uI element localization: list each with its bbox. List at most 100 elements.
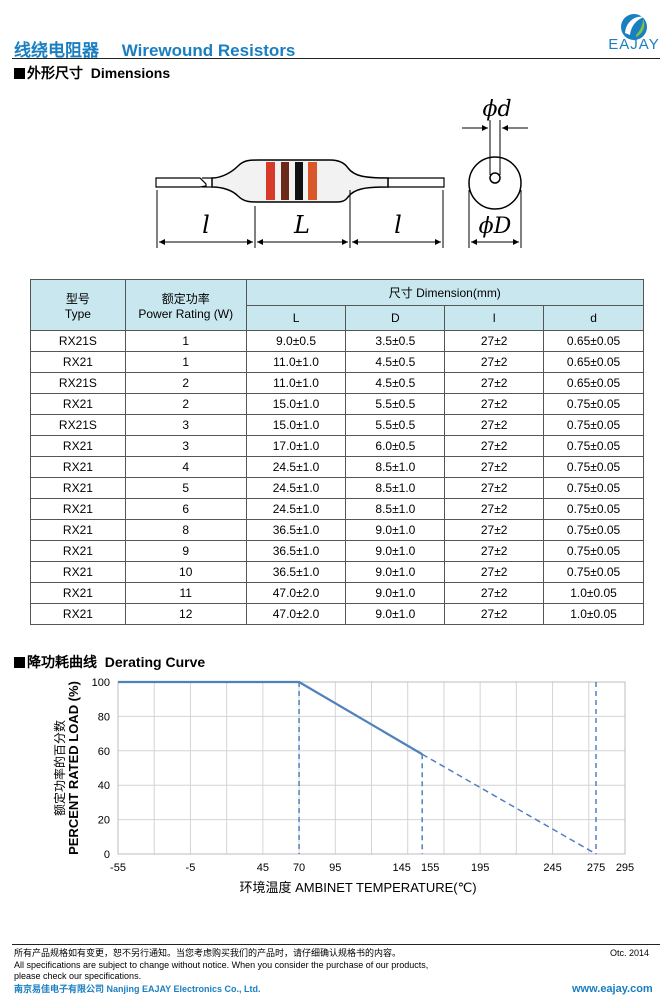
table-cell: 12 (124, 603, 247, 625)
x-tick-label: 95 (329, 862, 341, 874)
footer-divider (12, 944, 660, 945)
y-tick-label: 80 (98, 711, 110, 723)
table-row: RX21 12 47.0±2.0 9.0±1.0 27±2 1.0±0.05 (30, 603, 644, 625)
table-row: RX21 2 15.0±1.0 5.5±0.5 27±2 0.75±0.05 (30, 393, 644, 415)
table-cell: RX21 (30, 603, 126, 625)
table-row: RX21S 2 11.0±1.0 4.5±0.5 27±2 0.65±0.05 (30, 372, 644, 394)
table-row: RX21 4 24.5±1.0 8.5±1.0 27±2 0.75±0.05 (30, 456, 644, 478)
col-header-L: L (245, 305, 347, 331)
square-bullet-icon (14, 68, 25, 79)
table-cell: RX21 (30, 561, 126, 583)
y-tick-label: 100 (92, 677, 110, 689)
color-band (281, 162, 289, 200)
table-cell: 36.5±1.0 (245, 519, 347, 541)
y-tick-label: 40 (98, 780, 110, 792)
table-cell: 1.0±0.05 (543, 603, 644, 625)
col-header-power: 额定功率 Power Rating (W) (124, 279, 247, 331)
chart-y-ticks: 0 20 40 60 80 100 (92, 677, 110, 861)
y-axis-title: 额定功率的百分数 PERCENT RATED LOAD (%) (52, 681, 81, 855)
table-cell: 1.0±0.05 (543, 582, 644, 604)
table-cell: 11.0±1.0 (245, 351, 347, 373)
y-axis-title-unit: (%) (66, 681, 81, 701)
table-cell: 8.5±1.0 (345, 498, 446, 520)
table-cell: 8.5±1.0 (345, 456, 446, 478)
table-row: RX21 11 47.0±2.0 9.0±1.0 27±2 1.0±0.05 (30, 582, 644, 604)
table-cell: 0.75±0.05 (543, 477, 644, 499)
table-cell: 0.75±0.05 (543, 561, 644, 583)
table-cell: 0.75±0.05 (543, 414, 644, 436)
table-cell: 0.65±0.05 (543, 372, 644, 394)
table-cell: 11 (124, 582, 247, 604)
table-cell: 2 (124, 372, 247, 394)
page-title: 线绕电阻器 Wirewound Resistors (14, 36, 295, 61)
table-cell: 3.5±0.5 (345, 330, 446, 352)
table-cell: 9.0±1.0 (345, 561, 446, 583)
table-cell: 0.65±0.05 (543, 330, 644, 352)
table-cell: 47.0±2.0 (245, 603, 347, 625)
series-line-solid (118, 680, 423, 756)
x-tick-label: 70 (293, 862, 305, 874)
derating-heading-cn: 降功耗曲线 (27, 654, 97, 670)
table-cell: 36.5±1.0 (245, 561, 347, 583)
table-cell: 0.75±0.05 (543, 393, 644, 415)
plot-frame (117, 681, 626, 855)
table-cell: 27±2 (444, 372, 545, 394)
table-row: RX21 1 11.0±1.0 4.5±0.5 27±2 0.65±0.05 (30, 351, 644, 373)
spec-table-body: RX21S 1 9.0±0.5 3.5±0.5 27±2 0.65±0.05 RX21 1 11… (30, 330, 644, 625)
table-cell: 0.75±0.05 (543, 435, 644, 457)
table-cell: RX21 (30, 540, 126, 562)
table-cell: RX21 (30, 351, 126, 373)
table-cell: 8 (124, 519, 247, 541)
y-tick-label: 20 (98, 815, 110, 827)
table-row: RX21S 1 9.0±0.5 3.5±0.5 27±2 0.65±0.05 (30, 330, 644, 352)
table-cell: 0.75±0.05 (543, 456, 644, 478)
table-row: RX21 5 24.5±1.0 8.5±1.0 27±2 0.75±0.05 (30, 477, 644, 499)
table-cell: 4.5±0.5 (345, 351, 446, 373)
table-cell: RX21 (30, 498, 126, 520)
table-cell: 27±2 (444, 582, 545, 604)
table-cell: 24.5±1.0 (245, 477, 347, 499)
color-band (308, 162, 317, 200)
dim-label-l-right: l (394, 211, 402, 239)
square-bullet-icon (14, 657, 25, 668)
table-cell: 27±2 (444, 351, 545, 373)
dim-label-L: L (293, 211, 310, 239)
col-header-type-en: Type (64, 306, 91, 321)
x-tick-label: 295 (616, 862, 634, 874)
table-cell: RX21 (30, 477, 126, 499)
page-title-cn: 线绕电阻器 (14, 41, 99, 60)
y-axis-title-cn: 额定功率的百分数 (52, 720, 67, 816)
footer-notice-cn: 所有产品规格如有变更，恕不另行通知。当您考虑购买我们的产品时，请仔细确认规格书的… (14, 948, 402, 958)
table-cell: 27±2 (444, 477, 545, 499)
table-cell: 9 (124, 540, 247, 562)
x-axis-title-cn: 环境温度 (239, 880, 291, 895)
x-tick-label: 45 (257, 862, 269, 874)
col-header-D: D (345, 305, 446, 331)
table-cell: RX21S (30, 330, 126, 352)
table-cell: 4 (124, 456, 247, 478)
table-cell: RX21 (30, 393, 126, 415)
derating-heading: 降功耗曲线 Derating Curve (14, 652, 205, 672)
x-tick-label: 145 (393, 862, 411, 874)
chart-x-ticks: -55 -5 45 70 95 145 155 195 245 275 295 (110, 862, 634, 874)
eajay-logo-icon (621, 14, 647, 40)
table-cell: 5.5±0.5 (345, 393, 446, 415)
x-tick-label: -55 (110, 862, 126, 874)
table-cell: 27±2 (444, 393, 545, 415)
col-header-dimension: 尺寸 Dimension(mm) (245, 279, 645, 306)
derating-heading-en: Derating Curve (104, 654, 206, 670)
logo-text: EAJAY (608, 36, 660, 53)
table-cell: 0.65±0.05 (543, 351, 644, 373)
x-tick-label: -5 (186, 862, 196, 874)
table-cell: 8.5±1.0 (345, 477, 446, 499)
y-axis-title-en: PERCENT RATED LOAD (%) (66, 681, 81, 855)
footer-website-link[interactable]: www.eajay.com (572, 983, 653, 995)
table-cell: 27±2 (444, 414, 545, 436)
chart-grid (117, 681, 626, 855)
dim-label-phi-d: ϕd (482, 97, 511, 122)
x-tick-label: 155 (421, 862, 439, 874)
col-header-type: 型号 Type (30, 279, 126, 331)
dim-label-l-left: l (202, 211, 210, 239)
table-cell: RX21 (30, 519, 126, 541)
resistor-dimension-drawing: l L l ϕd ϕD (155, 97, 528, 248)
